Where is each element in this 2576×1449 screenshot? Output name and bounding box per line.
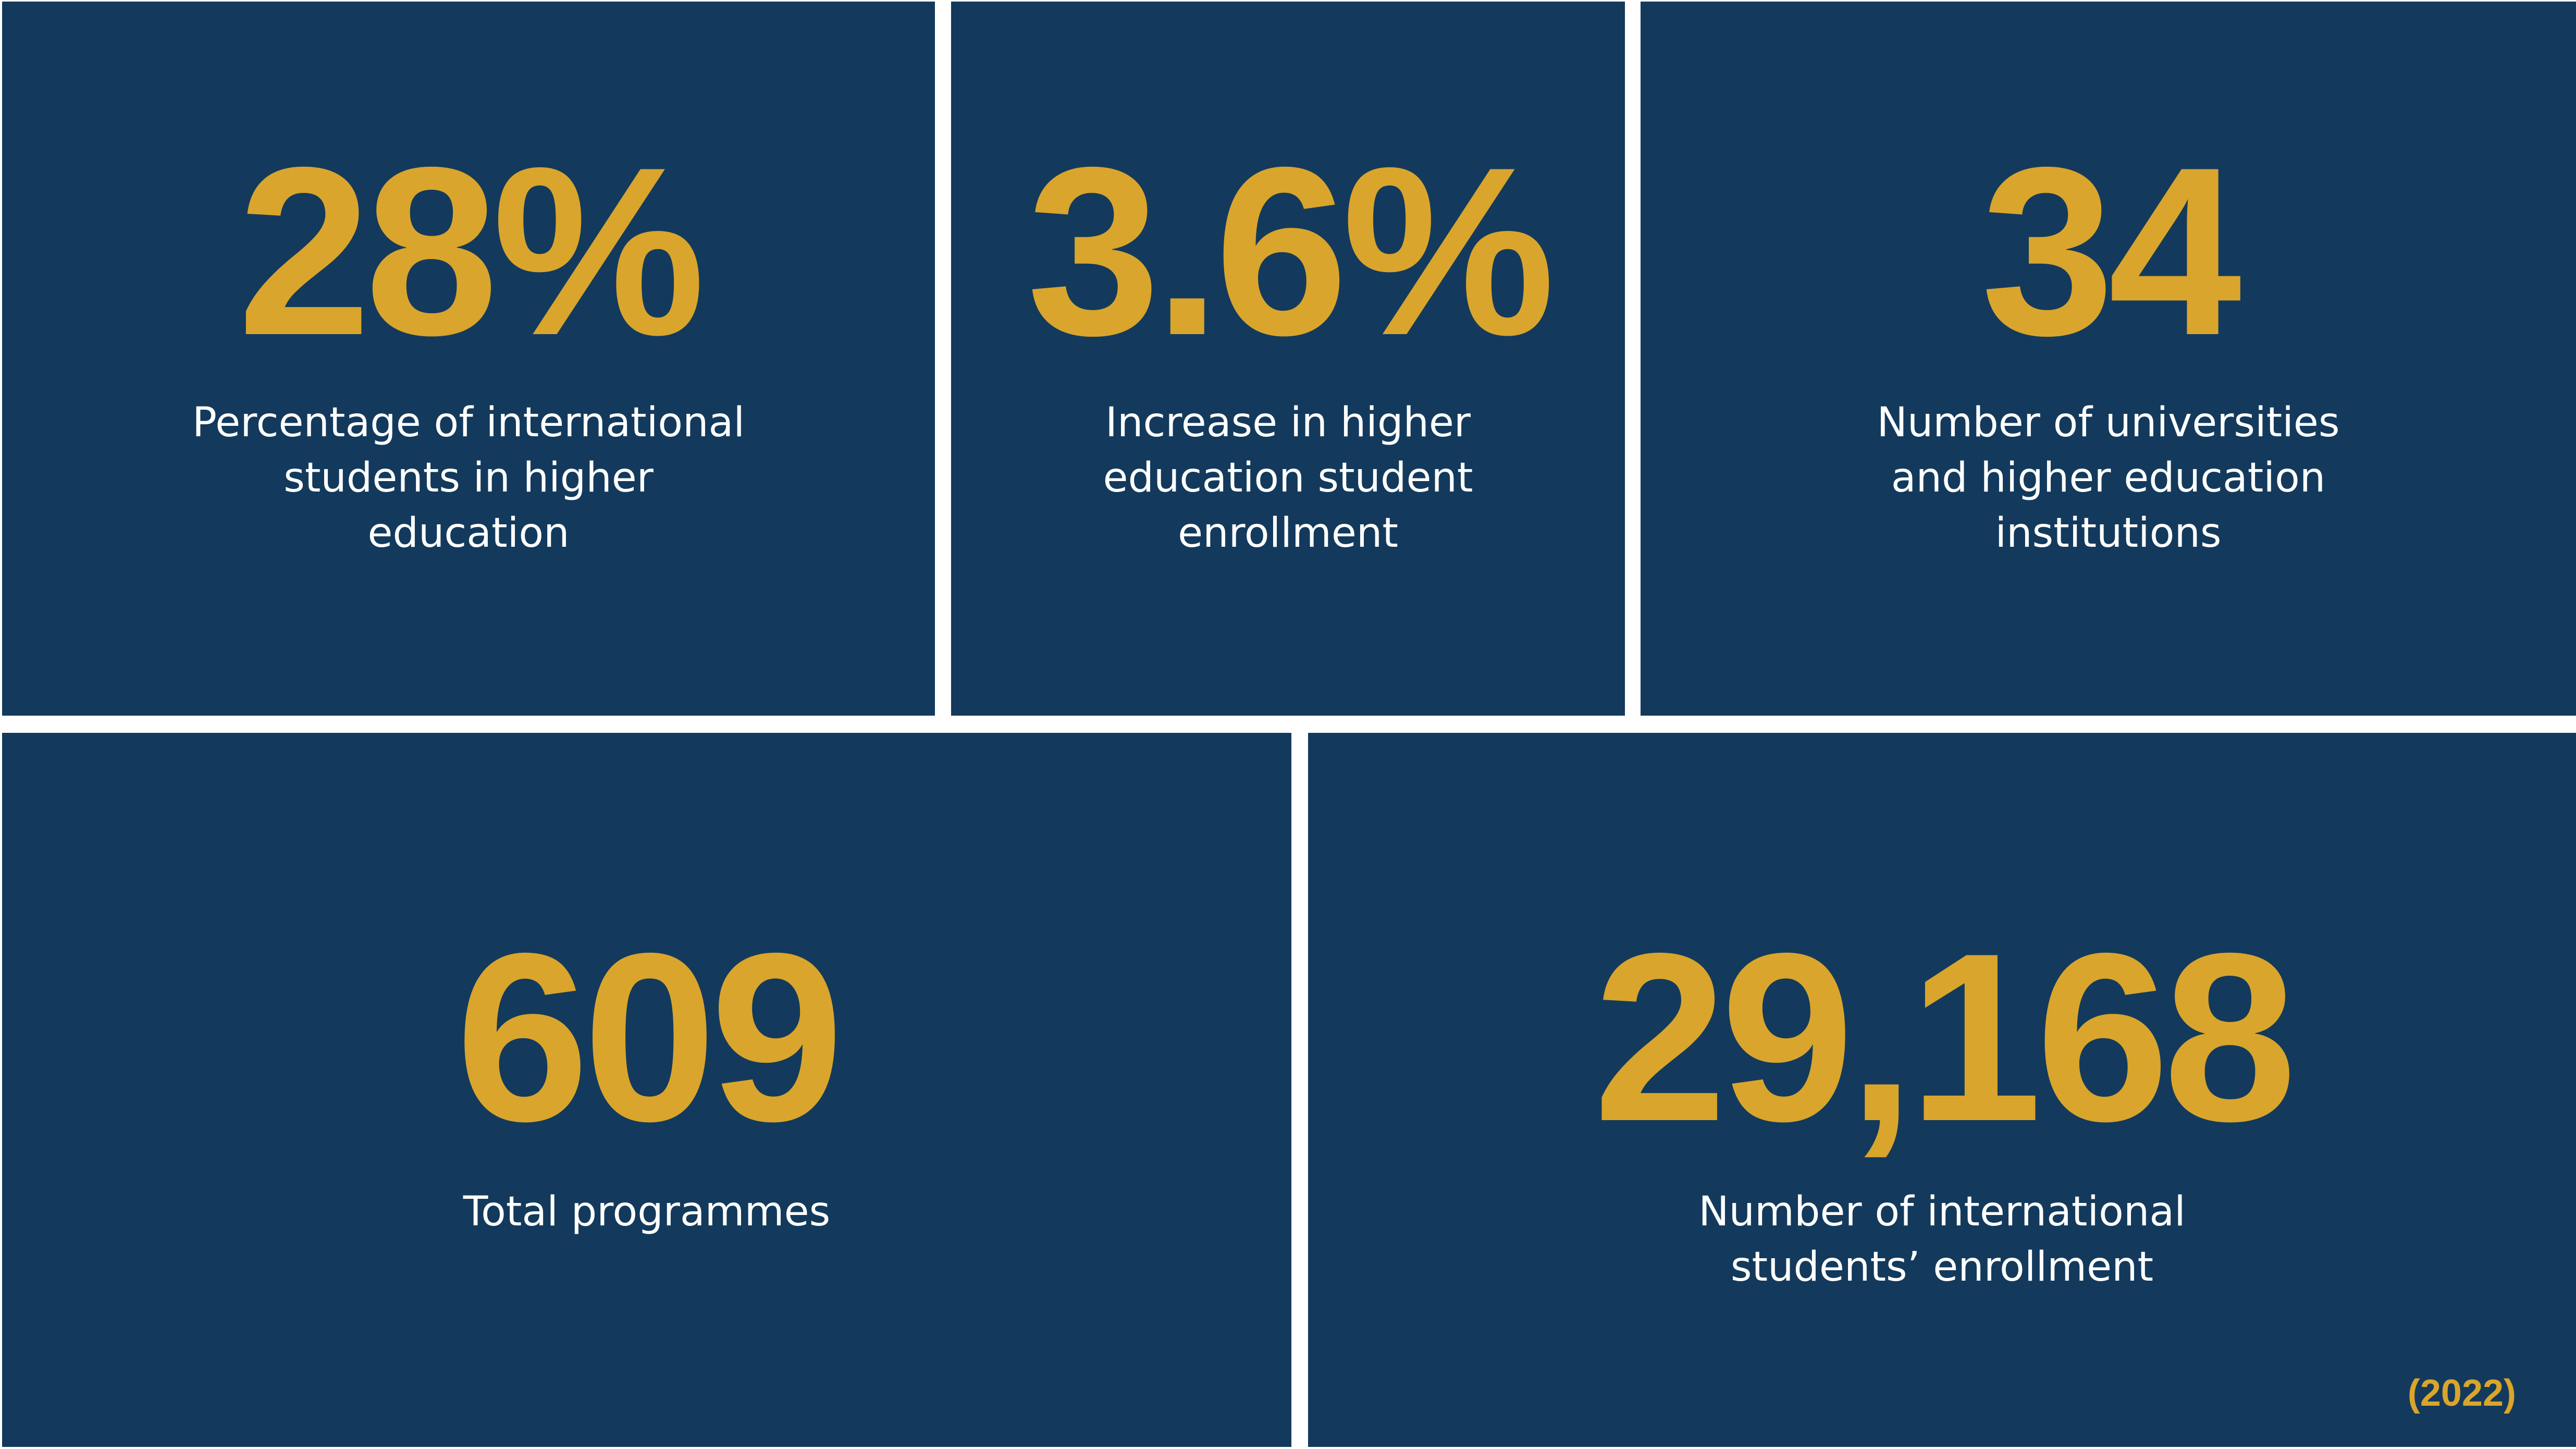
stat-label: Number of universities and higher educat… [1877, 399, 2340, 557]
stat-card-international-enrollment: 29,168 Number of international students’… [1308, 733, 2576, 1447]
stat-card-total-programmes: 609 Total programmes [2, 733, 1291, 1447]
stat-value: 34 [1981, 118, 2241, 385]
stat-value: 609 [455, 904, 844, 1171]
stat-label: Increase in higher education student enr… [1103, 399, 1473, 557]
stat-value: 29,168 [1593, 904, 2297, 1171]
year-note: (2022) [2407, 1372, 2516, 1414]
stat-card-international-students-percentage: 28% Percentage of international students… [2, 2, 935, 716]
stat-label: Percentage of international students in … [192, 399, 745, 557]
stat-card-enrollment-increase: 3.6% Increase in higher education studen… [951, 2, 1625, 716]
stat-label: Number of international students’ enroll… [1698, 1188, 2186, 1291]
stat-value: 3.6% [1027, 118, 1555, 385]
stat-card-universities-count: 34 Number of universities and higher edu… [1641, 2, 2576, 716]
stat-label: Total programmes [463, 1188, 831, 1235]
stat-value: 28% [237, 118, 706, 385]
